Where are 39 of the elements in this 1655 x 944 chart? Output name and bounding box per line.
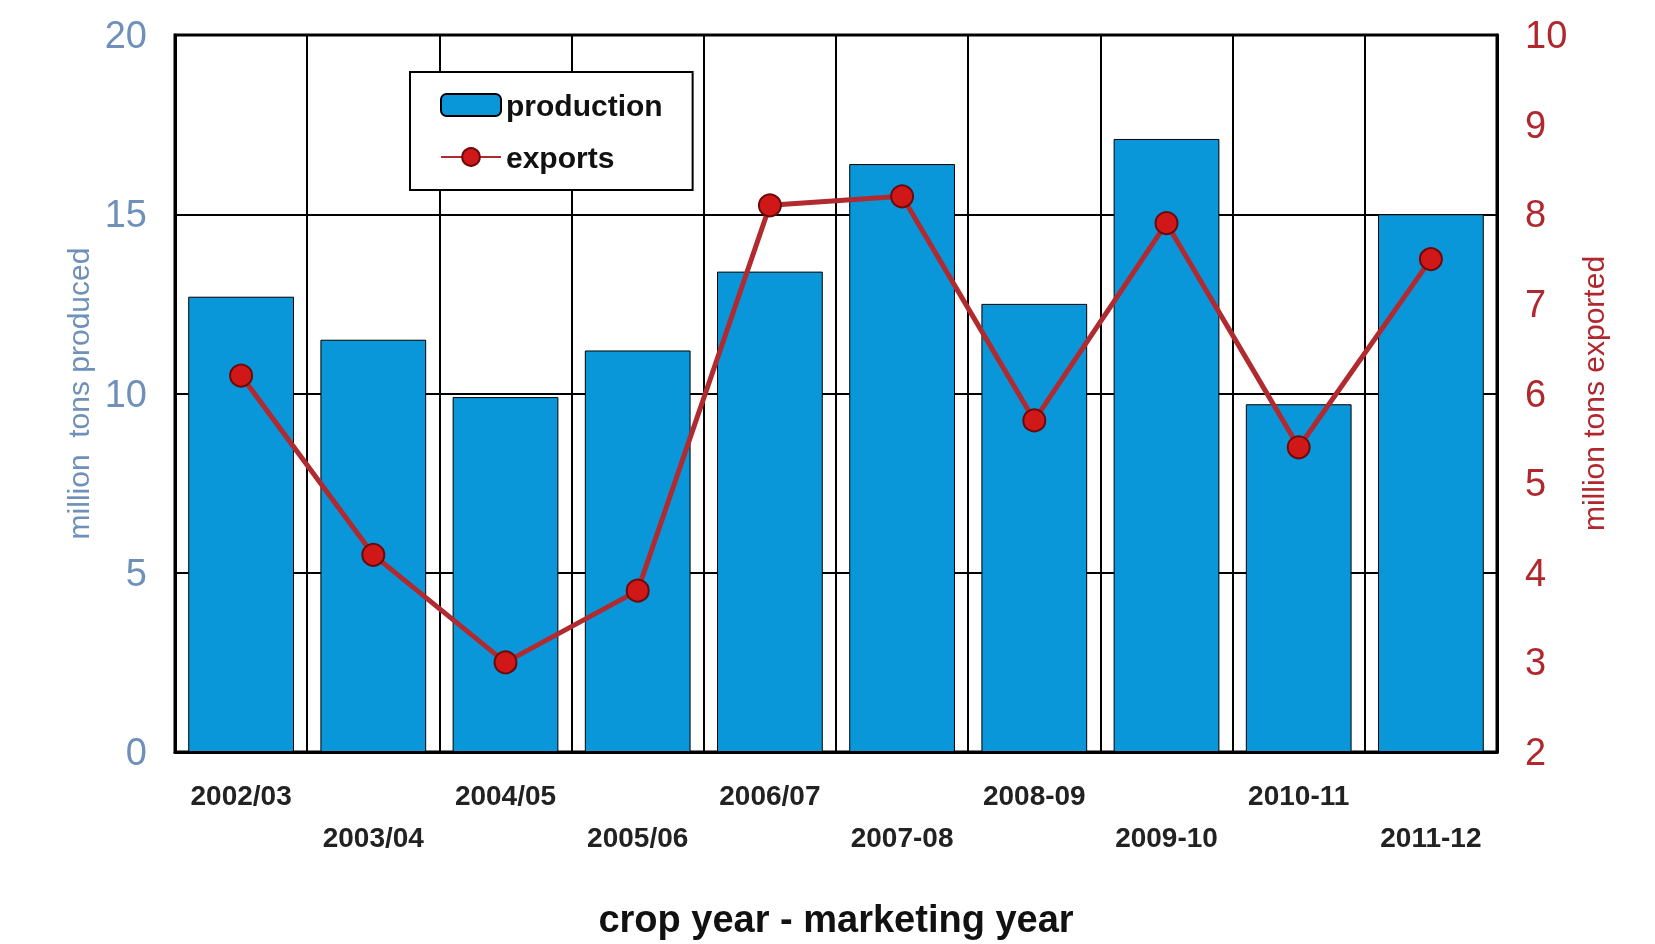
y2-tick-label: 2 xyxy=(1525,731,1547,773)
point xyxy=(890,184,915,209)
x-tick-label: 2007-08 xyxy=(850,821,954,853)
y2-tick-label: 5 xyxy=(1525,462,1547,505)
y-tick-label: 5 xyxy=(125,551,147,594)
point xyxy=(1154,211,1179,236)
y2-tick-label: 7 xyxy=(1525,282,1547,325)
x-axis-title: crop year - marketing year xyxy=(598,898,1074,940)
y2-tick-label: 8 xyxy=(1525,193,1547,236)
x-tick-label: 2011-12 xyxy=(1380,821,1482,853)
point xyxy=(757,193,782,218)
point xyxy=(361,542,386,567)
y2-tick-label: 3 xyxy=(1525,641,1547,684)
y-tick-label: 10 xyxy=(104,372,147,415)
point xyxy=(229,363,254,388)
x-tick-label: 2008-09 xyxy=(982,779,1086,811)
x-tick-label: 2005/06 xyxy=(587,821,689,853)
y-tick-label: 0 xyxy=(125,731,147,773)
y-tick-label: 20 xyxy=(104,14,147,56)
x-tick-label: 2006/07 xyxy=(719,779,821,811)
y-axis-title: million tons produced xyxy=(62,247,96,540)
y2-axis-title: million tons exported xyxy=(1576,255,1610,532)
legend-label: production xyxy=(506,88,663,122)
y2-tick-label: 4 xyxy=(1525,551,1547,594)
legend-label: exports xyxy=(506,140,615,174)
y2-tick-label: 9 xyxy=(1525,103,1547,146)
x-tick-label: 2010-11 xyxy=(1248,779,1350,811)
y2-tick-label: 6 xyxy=(1525,372,1547,415)
point xyxy=(493,650,518,675)
y2-tick-label: 10 xyxy=(1525,14,1568,56)
x-tick-label: 2003/04 xyxy=(322,821,425,853)
x-tick-label: 2004/05 xyxy=(454,779,557,811)
point xyxy=(1418,247,1443,272)
point xyxy=(1022,408,1047,433)
y-tick-label: 15 xyxy=(104,193,147,236)
x-tick-label: 2009-10 xyxy=(1115,821,1218,853)
point xyxy=(1286,435,1311,460)
point xyxy=(625,578,650,603)
x-tick-label: 2002/03 xyxy=(190,779,292,811)
